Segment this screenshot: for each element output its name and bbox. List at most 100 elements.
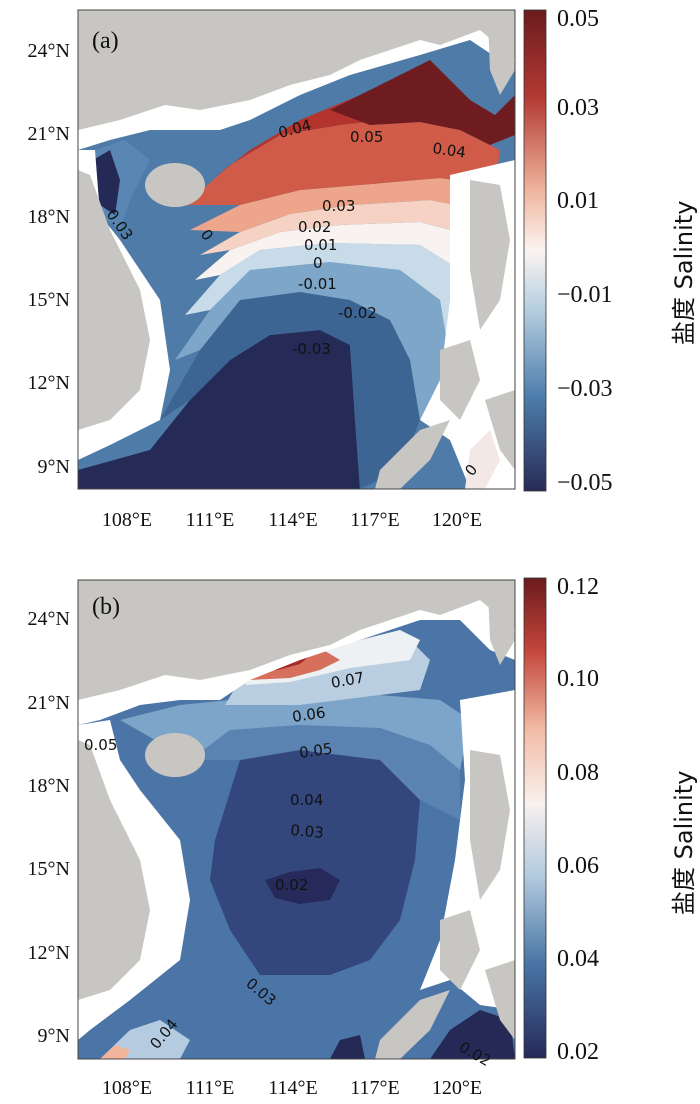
land-vietnam-b — [78, 740, 150, 1000]
colorbar-tick: 0.12 — [557, 574, 599, 600]
land-hainan — [145, 163, 205, 207]
map-frame-b — [77, 579, 516, 1060]
contour-label: 0.05 — [84, 736, 117, 754]
y-tick-label: 15°N — [28, 289, 70, 311]
land-china — [78, 10, 515, 130]
y-tick-label: 18°N — [28, 206, 70, 228]
panel-label-a: (a) — [92, 28, 119, 54]
y-axis-b: 24°N 21°N 18°N 15°N 12°N 9°N — [28, 608, 70, 1047]
x-tick-label: 111°E — [186, 1077, 235, 1099]
contour-band-004 — [190, 725, 460, 820]
colorbar-tick: 0.06 — [557, 853, 599, 879]
contour-label: -0.02 — [338, 304, 377, 322]
y-tick-label: 24°N — [28, 40, 70, 62]
contour-label: 0 — [313, 254, 323, 272]
contour-label: -0.01 — [298, 275, 337, 293]
colorbar-title-b: 盐度 Salinity — [670, 771, 698, 915]
colorbar-tick: 0.04 — [557, 946, 599, 972]
land-taiwan — [488, 15, 515, 95]
map-a — [78, 10, 515, 489]
y-tick-label: 18°N — [28, 775, 70, 797]
s-dark-patch — [330, 1035, 365, 1059]
contour-band-neg01 — [185, 243, 460, 360]
x-tick-label: 120°E — [432, 509, 482, 531]
x-tick-label: 117°E — [350, 1077, 399, 1099]
x-tick-label: 114°E — [268, 509, 317, 531]
contour-band-zero — [195, 222, 470, 285]
contour-band-05 — [330, 60, 515, 145]
contour-label: 0.06 — [291, 703, 327, 725]
contour-label: 0.03 — [322, 197, 355, 215]
contour-label: 0.05 — [298, 739, 334, 761]
contour-band-002 — [265, 868, 340, 904]
contour-band-03 — [185, 118, 500, 205]
contour-label: 0.07 — [330, 668, 366, 692]
colorbar-tick: 0.03 — [557, 95, 599, 121]
x-tick-label: 108°E — [102, 1077, 152, 1099]
land-luzon — [470, 180, 510, 330]
land-taiwan-b — [488, 585, 515, 665]
y-tick-label: 9°N — [38, 456, 70, 478]
colorbar-b: 0.12 0.10 0.08 0.06 0.04 0.02 盐度 Salinit… — [523, 574, 698, 1065]
southeast-patch — [465, 430, 500, 489]
contour-label: 0.01 — [304, 236, 337, 254]
colorbar-gradient-b — [523, 577, 547, 1059]
colorbar-tick: −0.05 — [557, 470, 613, 496]
contour-label: 0.05 — [350, 128, 383, 146]
y-tick-label: 12°N — [28, 372, 70, 394]
colorbar-tick: −0.03 — [557, 376, 613, 402]
contour-band-005 — [120, 695, 470, 770]
map-frame-a — [77, 9, 516, 490]
colorbar-tick: 0.01 — [557, 188, 599, 214]
land-china-b — [78, 580, 515, 700]
land-hainan-b — [145, 733, 205, 777]
contour-label: -0.03 — [292, 340, 331, 358]
colorbar-tick: −0.01 — [557, 282, 613, 308]
x-tick-label: 111°E — [186, 509, 235, 531]
land-vietnam — [78, 170, 150, 430]
y-tick-label: 21°N — [28, 692, 70, 714]
contour-band-003 — [210, 750, 420, 975]
contour-band-02 — [190, 178, 490, 232]
colorbar-title-a: 盐度 Salinity — [670, 201, 698, 345]
x-tick-label: 117°E — [350, 509, 399, 531]
colorbar-tick: 0.08 — [557, 760, 599, 786]
land-palawan — [375, 420, 450, 489]
land-mindoro — [440, 340, 480, 420]
y-tick-label: 12°N — [28, 942, 70, 964]
contour-band-neg03 — [160, 292, 420, 489]
y-tick-label: 24°N — [28, 608, 70, 630]
gulf-deep — [93, 150, 120, 215]
colorbar-tick: 0.02 — [557, 1039, 599, 1065]
panel-label-b: (b) — [92, 594, 120, 620]
x-tick-label: 108°E — [102, 509, 152, 531]
land-visayas-b — [485, 960, 515, 1040]
contour-band-01 — [200, 200, 480, 255]
contour-label: 0.04 — [431, 139, 467, 161]
map-b — [78, 580, 515, 1059]
y-tick-label: 9°N — [38, 1025, 70, 1047]
se-dark-patch — [430, 1010, 515, 1059]
x-axis-b: 108°E 111°E 114°E 117°E 120°E — [102, 1077, 482, 1099]
land-mindoro-b — [440, 910, 480, 990]
land-palawan-b — [375, 990, 450, 1059]
sw-orange-band — [100, 1045, 130, 1059]
contour-label: 0.02 — [298, 218, 331, 236]
y-tick-label: 21°N — [28, 123, 70, 145]
y-tick-label: 15°N — [28, 858, 70, 880]
colorbar-gradient-a — [523, 9, 547, 492]
x-tick-label: 114°E — [268, 1077, 317, 1099]
panel-b: (b) 0.07 0.06 0.05 0.05 0.04 0.03 0.02 0… — [28, 574, 698, 1099]
land-luzon-b — [470, 750, 510, 900]
colorbar-tick: 0.05 — [557, 6, 599, 32]
contour-band-neg05 — [78, 330, 360, 489]
x-axis-a: 108°E 111°E 114°E 117°E 120°E — [102, 509, 482, 531]
contour-label: 0.02 — [275, 876, 308, 894]
contour-label: 0.03 — [290, 821, 325, 842]
panel-a: (a) 0.04 0.05 0.04 0.03 0.02 0.01 0 -0.0… — [28, 6, 698, 531]
x-tick-label: 120°E — [432, 1077, 482, 1099]
colorbar-tick: 0.10 — [557, 666, 599, 692]
contour-label: 0.04 — [290, 791, 323, 809]
land-visayas — [485, 390, 515, 470]
